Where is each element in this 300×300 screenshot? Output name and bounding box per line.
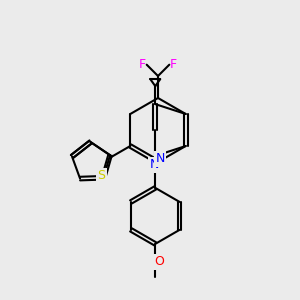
Text: F: F <box>139 58 146 71</box>
Text: N: N <box>156 152 165 165</box>
Text: F: F <box>170 58 177 71</box>
Text: S: S <box>98 169 106 182</box>
Text: N: N <box>149 158 159 172</box>
Text: O: O <box>154 255 164 268</box>
